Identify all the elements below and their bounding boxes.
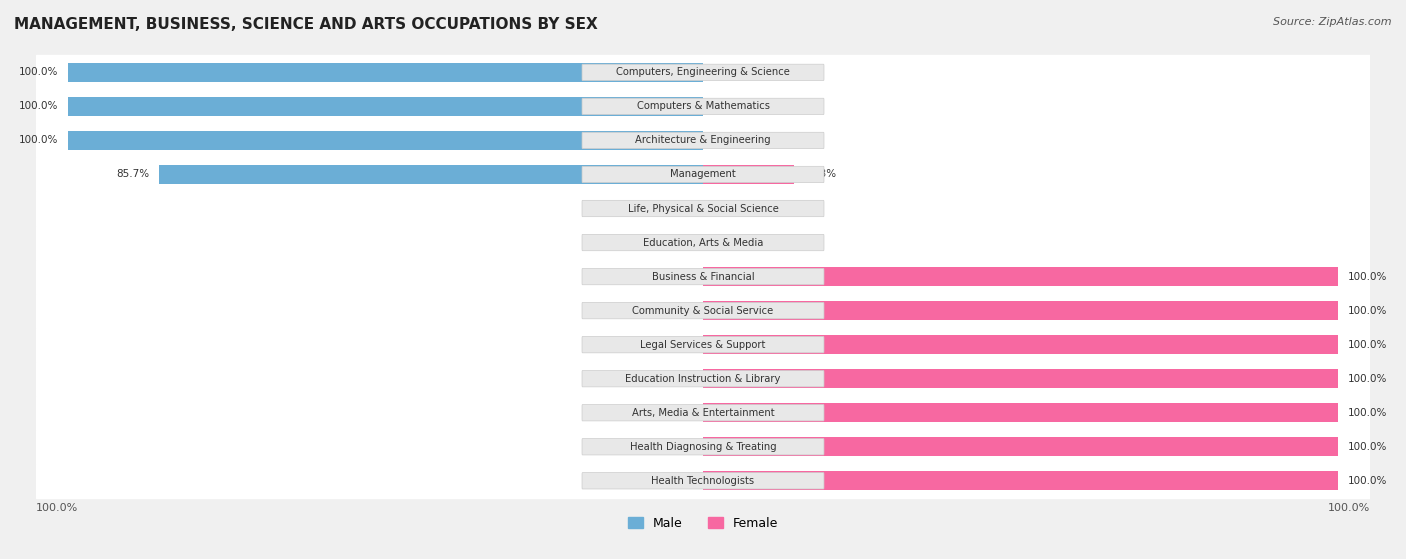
Bar — [37, 124, 1369, 158]
Text: 0.0%: 0.0% — [668, 238, 693, 248]
Bar — [37, 362, 1369, 396]
Text: 0.0%: 0.0% — [668, 203, 693, 214]
Text: 100.0%: 100.0% — [1347, 374, 1386, 383]
Text: Business & Financial: Business & Financial — [652, 272, 754, 282]
Text: 100.0%: 100.0% — [1347, 408, 1386, 418]
Bar — [67, 131, 703, 150]
Text: Education Instruction & Library: Education Instruction & Library — [626, 374, 780, 383]
Text: 85.7%: 85.7% — [117, 169, 149, 179]
Bar — [37, 293, 1369, 328]
Text: 100.0%: 100.0% — [1347, 340, 1386, 350]
Text: 0.0%: 0.0% — [668, 476, 693, 486]
Bar — [703, 437, 1339, 456]
Text: Computers & Mathematics: Computers & Mathematics — [637, 101, 769, 111]
Legend: Male, Female: Male, Female — [623, 512, 783, 535]
Text: Life, Physical & Social Science: Life, Physical & Social Science — [627, 203, 779, 214]
Text: 100.0%: 100.0% — [20, 68, 59, 77]
Text: 100.0%: 100.0% — [1347, 272, 1386, 282]
Text: 0.0%: 0.0% — [713, 135, 738, 145]
Text: Health Technologists: Health Technologists — [651, 476, 755, 486]
Bar — [67, 63, 703, 82]
Text: MANAGEMENT, BUSINESS, SCIENCE AND ARTS OCCUPATIONS BY SEX: MANAGEMENT, BUSINESS, SCIENCE AND ARTS O… — [14, 17, 598, 32]
Text: Education, Arts & Media: Education, Arts & Media — [643, 238, 763, 248]
Bar — [37, 55, 1369, 89]
Bar — [67, 97, 703, 116]
Text: 14.3%: 14.3% — [803, 169, 837, 179]
FancyBboxPatch shape — [582, 98, 824, 115]
Text: 100.0%: 100.0% — [37, 503, 79, 513]
Text: 0.0%: 0.0% — [713, 203, 738, 214]
Text: 0.0%: 0.0% — [668, 340, 693, 350]
Bar — [37, 396, 1369, 430]
FancyBboxPatch shape — [582, 132, 824, 149]
FancyBboxPatch shape — [582, 302, 824, 319]
Text: 100.0%: 100.0% — [20, 135, 59, 145]
Bar — [703, 369, 1339, 388]
Text: 0.0%: 0.0% — [713, 68, 738, 77]
Text: Management: Management — [671, 169, 735, 179]
Bar — [703, 471, 1339, 490]
Text: 100.0%: 100.0% — [1347, 306, 1386, 316]
Text: 0.0%: 0.0% — [668, 306, 693, 316]
FancyBboxPatch shape — [582, 268, 824, 285]
Text: 0.0%: 0.0% — [713, 238, 738, 248]
Bar — [703, 301, 1339, 320]
Bar — [703, 165, 794, 184]
Text: 100.0%: 100.0% — [20, 101, 59, 111]
Text: 100.0%: 100.0% — [1347, 442, 1386, 452]
Text: 0.0%: 0.0% — [668, 408, 693, 418]
Text: 0.0%: 0.0% — [668, 442, 693, 452]
Bar — [703, 267, 1339, 286]
Bar — [159, 165, 703, 184]
Bar — [37, 328, 1369, 362]
Bar — [703, 335, 1339, 354]
FancyBboxPatch shape — [582, 371, 824, 387]
Text: 0.0%: 0.0% — [668, 272, 693, 282]
Bar — [37, 158, 1369, 192]
Bar — [37, 464, 1369, 498]
FancyBboxPatch shape — [582, 200, 824, 217]
Text: Computers, Engineering & Science: Computers, Engineering & Science — [616, 68, 790, 77]
FancyBboxPatch shape — [582, 64, 824, 80]
FancyBboxPatch shape — [582, 167, 824, 183]
Text: Health Diagnosing & Treating: Health Diagnosing & Treating — [630, 442, 776, 452]
FancyBboxPatch shape — [582, 473, 824, 489]
Bar — [37, 192, 1369, 225]
FancyBboxPatch shape — [582, 439, 824, 455]
Text: Community & Social Service: Community & Social Service — [633, 306, 773, 316]
Text: 0.0%: 0.0% — [668, 374, 693, 383]
Text: Architecture & Engineering: Architecture & Engineering — [636, 135, 770, 145]
FancyBboxPatch shape — [582, 405, 824, 421]
Text: 0.0%: 0.0% — [713, 101, 738, 111]
Text: Arts, Media & Entertainment: Arts, Media & Entertainment — [631, 408, 775, 418]
FancyBboxPatch shape — [582, 337, 824, 353]
Bar — [37, 259, 1369, 293]
Text: 100.0%: 100.0% — [1327, 503, 1369, 513]
Bar — [37, 225, 1369, 259]
Bar — [37, 430, 1369, 464]
Bar — [703, 404, 1339, 422]
FancyBboxPatch shape — [582, 234, 824, 251]
Text: 100.0%: 100.0% — [1347, 476, 1386, 486]
Bar — [37, 89, 1369, 124]
Text: Legal Services & Support: Legal Services & Support — [640, 340, 766, 350]
Text: Source: ZipAtlas.com: Source: ZipAtlas.com — [1274, 17, 1392, 27]
